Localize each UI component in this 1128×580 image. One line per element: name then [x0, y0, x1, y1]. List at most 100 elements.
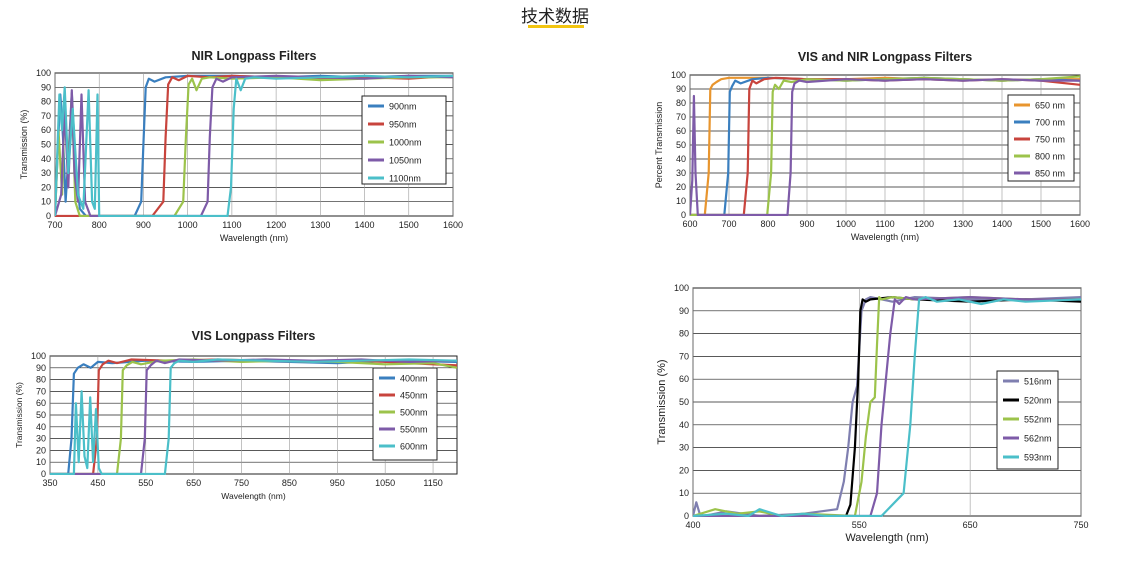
x-tick-label: 800: [92, 220, 107, 230]
x-tick-label: 700: [721, 219, 736, 229]
page-title: 技术数据: [521, 7, 589, 27]
chart-title: VIS and NIR Longpass Filters: [798, 50, 972, 64]
y-tick-label: 50: [36, 410, 46, 420]
y-tick-label: 100: [671, 70, 686, 80]
x-tick-label: 1000: [836, 219, 856, 229]
x-tick-label: 800: [760, 219, 775, 229]
x-axis-label: Wavelength (nm): [851, 232, 919, 242]
y-tick-label: 80: [36, 375, 46, 385]
x-tick-label: 900: [136, 220, 151, 230]
x-tick-label: 1050: [375, 478, 395, 488]
x-tick-label: 1400: [992, 219, 1012, 229]
y-tick-label: 40: [676, 154, 686, 164]
legend-label: 500nm: [400, 408, 428, 418]
chart-vis-longpass: VIS Longpass Filters01020304050607080901…: [14, 329, 458, 501]
legend-label: 516nm: [1024, 377, 1052, 387]
y-axis-label: Transmission (%): [656, 359, 668, 444]
y-tick-label: 10: [36, 457, 46, 467]
x-tick-label: 1600: [443, 220, 463, 230]
x-axis-label: Wavelength (nm): [220, 233, 288, 243]
y-tick-label: 0: [41, 469, 46, 479]
legend-label: 800 nm: [1035, 152, 1065, 162]
y-axis-label: Percent Transmission: [654, 102, 664, 189]
y-tick-label: 40: [41, 154, 51, 164]
y-tick-label: 80: [41, 97, 51, 107]
series-line: [55, 74, 453, 217]
series-line: [50, 358, 457, 475]
y-tick-label: 60: [679, 374, 689, 384]
x-axis-label: Wavelength (nm): [845, 532, 928, 544]
y-tick-label: 90: [41, 82, 51, 92]
y-tick-label: 20: [41, 182, 51, 192]
x-tick-label: 650: [963, 520, 978, 530]
legend-label: 520nm: [1024, 396, 1052, 406]
x-tick-label: 750: [234, 478, 249, 488]
y-tick-label: 50: [41, 140, 51, 150]
y-axis-label: Transmission (%): [19, 110, 29, 180]
y-tick-label: 50: [679, 397, 689, 407]
y-tick-label: 20: [36, 445, 46, 455]
legend-label: 700 nm: [1035, 118, 1065, 128]
y-tick-label: 90: [679, 306, 689, 316]
x-tick-label: 400: [685, 520, 700, 530]
title-underline: [528, 25, 584, 28]
y-tick-label: 0: [46, 211, 51, 221]
legend-label: 400nm: [400, 374, 428, 384]
legend-label: 600nm: [400, 442, 428, 452]
x-tick-label: 1100: [222, 220, 241, 230]
x-tick-label: 550: [852, 520, 867, 530]
y-tick-label: 50: [676, 140, 686, 150]
x-tick-label: 700: [47, 220, 62, 230]
y-tick-label: 70: [679, 351, 689, 361]
legend-label: 552nm: [1024, 415, 1052, 425]
x-tick-label: 550: [138, 478, 153, 488]
y-tick-label: 10: [41, 197, 51, 207]
x-tick-label: 900: [799, 219, 814, 229]
x-tick-label: 1200: [266, 220, 286, 230]
y-tick-label: 80: [676, 98, 686, 108]
y-tick-label: 100: [31, 351, 46, 361]
series-line: [690, 78, 1080, 216]
chart-title: NIR Longpass Filters: [191, 49, 316, 63]
y-tick-label: 70: [676, 112, 686, 122]
chart-visible-filters: 0 10 20 30 40 50 60 70 80 90 100 400 550 650 750 Wavele…: [656, 283, 1089, 544]
x-tick-label: 950: [330, 478, 345, 488]
x-tick-label: 1300: [310, 220, 330, 230]
x-tick-label: 1400: [355, 220, 375, 230]
x-tick-label: 1600: [1070, 219, 1090, 229]
x-tick-label: 1100: [875, 219, 894, 229]
y-tick-label: 20: [679, 465, 689, 475]
y-tick-label: 40: [36, 422, 46, 432]
legend-label: 1000nm: [389, 138, 422, 148]
chart-title: VIS Longpass Filters: [192, 329, 316, 343]
x-tick-label: 850: [282, 478, 297, 488]
y-tick-label: 70: [41, 111, 51, 121]
series-line: [693, 296, 1081, 517]
y-tick-label: 40: [679, 420, 689, 430]
legend-label: 650 nm: [1035, 101, 1065, 111]
y-tick-label: 30: [676, 168, 686, 178]
y-tick-label: 90: [36, 363, 46, 373]
x-tick-label: 450: [90, 478, 105, 488]
series-line: [50, 358, 457, 475]
y-tick-label: 60: [41, 125, 51, 135]
x-tick-label: 1000: [178, 220, 198, 230]
y-tick-label: 60: [36, 398, 46, 408]
y-tick-label: 10: [676, 196, 686, 206]
legend-label: 593nm: [1024, 453, 1052, 463]
y-tick-label: 70: [36, 386, 46, 396]
x-tick-label: 1200: [914, 219, 934, 229]
legend-label: 550nm: [400, 425, 428, 435]
y-tick-label: 10: [679, 488, 689, 498]
legend-label: 750 nm: [1035, 135, 1065, 145]
legend-label: 562nm: [1024, 434, 1052, 444]
x-tick-label: 1150: [423, 478, 442, 488]
legend-label: 950nm: [389, 120, 417, 130]
y-tick-label: 0: [681, 210, 686, 220]
y-tick-label: 30: [679, 443, 689, 453]
x-tick-label: 350: [42, 478, 57, 488]
legend-label: 900nm: [389, 102, 417, 112]
x-tick-label: 1300: [953, 219, 973, 229]
y-tick-label: 90: [676, 84, 686, 94]
x-axis-label: Wavelength (nm): [221, 491, 286, 501]
